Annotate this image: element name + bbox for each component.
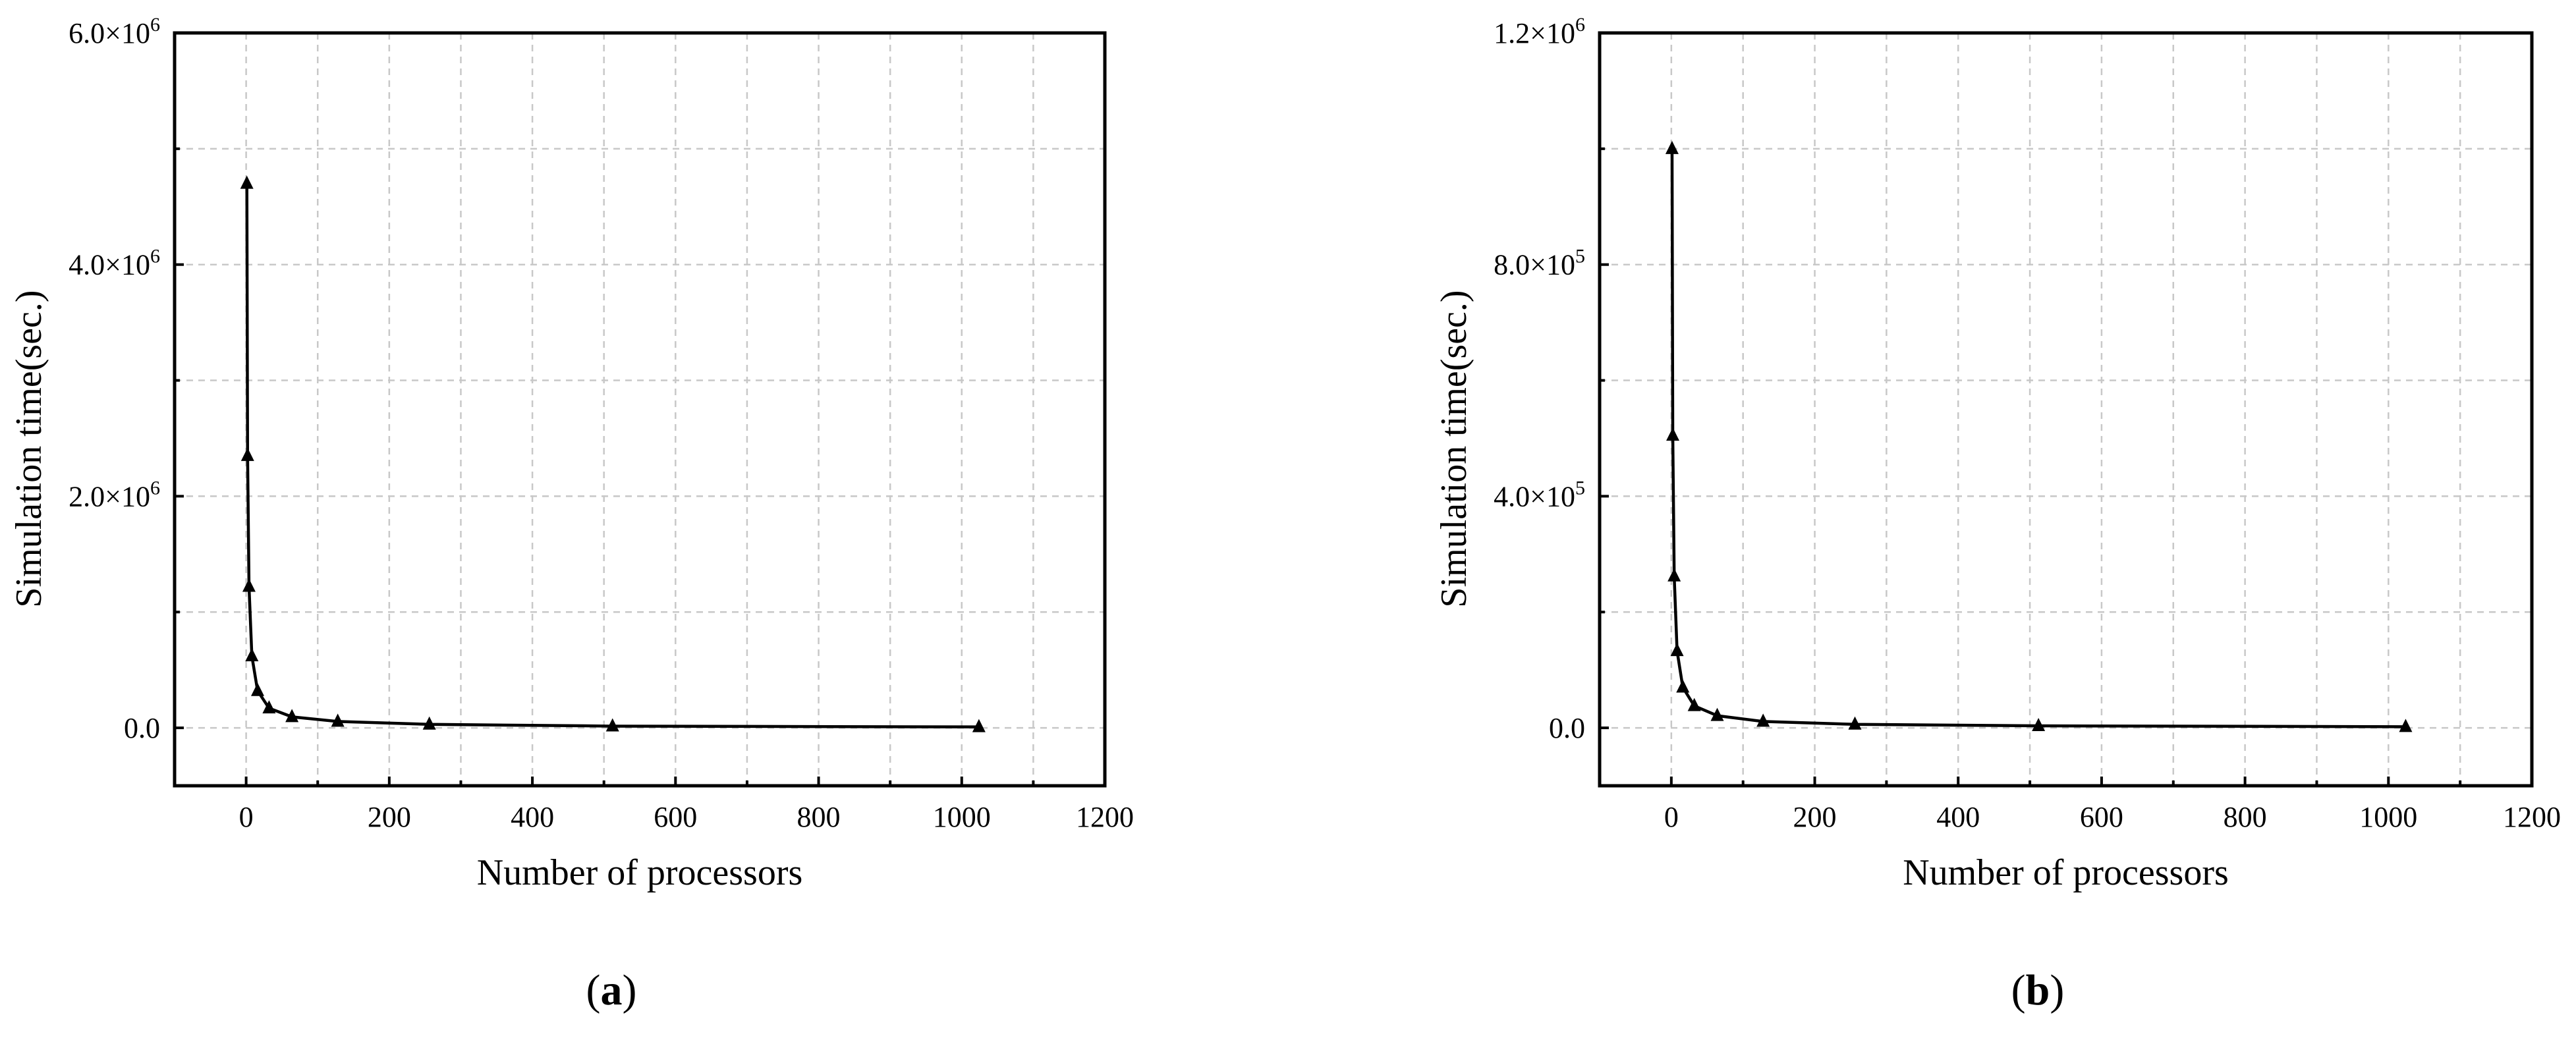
- x-tick-label: 200: [1793, 801, 1837, 833]
- data-point-marker: [240, 175, 254, 189]
- y-axis-title: Simulation time(sec.): [9, 290, 49, 607]
- y-axis-title: Simulation time(sec.): [1434, 290, 1474, 607]
- panel-label-close: ): [2050, 966, 2064, 1014]
- panel-label-letter: a: [601, 966, 623, 1014]
- data-point-marker: [285, 709, 299, 723]
- y-tick-mantissa: 2.0×10: [69, 480, 150, 512]
- y-tick-mantissa: 4.0×10: [69, 249, 150, 281]
- y-tick-mantissa: 4.0×10: [1494, 480, 1575, 512]
- data-point-marker: [250, 682, 264, 696]
- plot-frame: [173, 31, 1107, 788]
- x-tick-label: 0: [239, 801, 254, 833]
- x-axis-title: Number of processors: [477, 852, 803, 893]
- x-axis-title: Number of processors: [1903, 852, 2229, 893]
- y-tick-exponent: 5: [1575, 246, 1585, 267]
- y-tick-label: 4.0×106: [69, 246, 160, 281]
- data-point-marker: [1710, 707, 1724, 721]
- y-tick-mantissa: 1.2×10: [1494, 17, 1575, 49]
- y-tick-exponent: 6: [150, 14, 160, 36]
- data-point-marker: [1687, 698, 1701, 711]
- data-point-marker: [2032, 717, 2046, 731]
- data-point-marker: [331, 713, 345, 727]
- data-point-marker: [242, 578, 256, 592]
- y-tick-label: 4.0×105: [1494, 477, 1585, 512]
- x-tick-label: 1200: [1076, 801, 1134, 833]
- data-point-marker: [1666, 427, 1680, 441]
- y-tick-mantissa: 6.0×10: [69, 17, 150, 49]
- data-point-marker: [1670, 643, 1684, 657]
- y-tick-mantissa: 8.0×10: [1494, 249, 1575, 281]
- x-tick-label: 600: [654, 801, 697, 833]
- y-tick-label: 6.0×106: [69, 14, 160, 49]
- y-tick-mantissa: 0.0: [1549, 712, 1585, 744]
- y-tick-label: 0.0: [1549, 712, 1585, 744]
- chart-panel-a: 0 200 400 600 800 1000 12000.02.0×1064.0×1066.…: [9, 14, 1134, 1014]
- panel-label: (b): [2011, 966, 2065, 1014]
- data-point-marker: [605, 718, 619, 732]
- y-tick-label: 1.2×106: [1494, 14, 1585, 49]
- y-tick-label: 2.0×106: [69, 477, 160, 512]
- data-point-marker: [262, 700, 276, 714]
- x-tick-label: 1000: [2359, 801, 2417, 833]
- data-point-marker: [1756, 713, 1770, 727]
- x-tick-label: 1000: [933, 801, 991, 833]
- y-tick-exponent: 6: [150, 246, 160, 267]
- series-line: [1670, 148, 2406, 728]
- data-point-marker: [1665, 140, 1679, 154]
- x-tick-label: 1200: [2503, 801, 2561, 833]
- x-tick-label: 600: [2080, 801, 2123, 833]
- x-tick-label: 400: [511, 801, 554, 833]
- data-point-marker: [1848, 716, 1862, 730]
- y-tick-label: 8.0×105: [1494, 246, 1585, 281]
- x-tick-label: 800: [797, 801, 841, 833]
- y-tick-mantissa: 0.0: [124, 712, 160, 744]
- x-tick-label: 400: [1936, 801, 1980, 833]
- x-tick-label: 800: [2224, 801, 2267, 833]
- y-tick-label: 0.0: [124, 712, 160, 744]
- y-tick-exponent: 5: [1575, 477, 1585, 499]
- panel-label-open: (: [2011, 966, 2026, 1014]
- panel-label-open: (: [586, 966, 601, 1014]
- y-tick-exponent: 6: [150, 477, 160, 499]
- x-tick-label: 200: [368, 801, 411, 833]
- data-point-marker: [245, 648, 259, 662]
- plot-frame: [1598, 31, 2534, 788]
- panel-label-letter: b: [2026, 966, 2050, 1014]
- data-point-marker: [1676, 679, 1690, 693]
- data-point-marker: [972, 719, 986, 732]
- data-point-marker: [2399, 719, 2413, 732]
- data-point-marker: [1667, 568, 1681, 582]
- panel-label-close: ): [623, 966, 637, 1014]
- data-point-marker: [240, 447, 254, 461]
- x-tick-label: 0: [1664, 801, 1679, 833]
- data-point-marker: [422, 716, 436, 730]
- chart-panel-b: 0 200 400 600 800 1000 12000.04.0×1058.0×1051.…: [1434, 14, 2561, 1014]
- panel-label: (a): [586, 966, 637, 1014]
- y-tick-exponent: 6: [1575, 14, 1585, 36]
